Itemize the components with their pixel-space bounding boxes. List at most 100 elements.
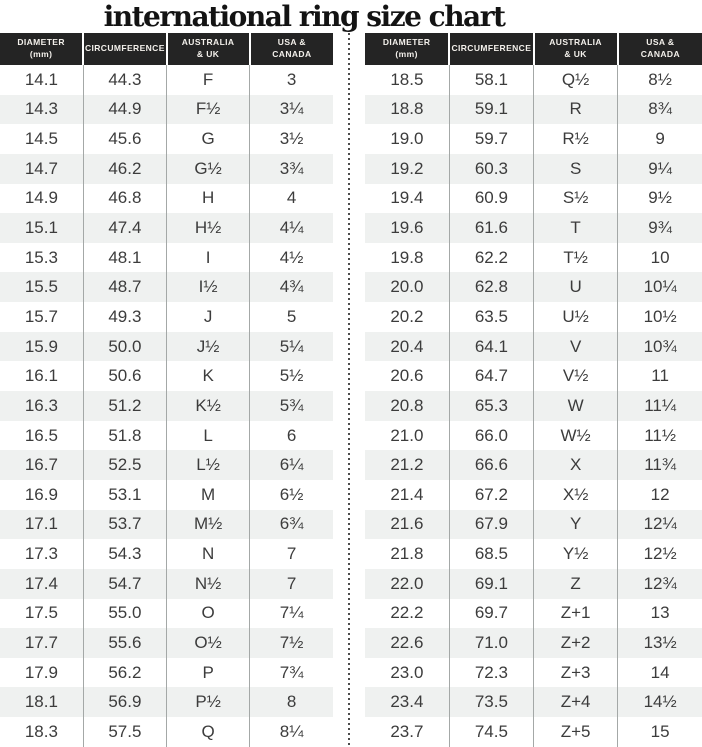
size-cell: 17.9: [24, 662, 58, 682]
table-body-right: 18.5 58.1 Q½ 8½ 18.8 59.1 R 8¾ 19.0 59.7 R½ 9 19.2 60…: [365, 65, 702, 747]
size-cell: 51.8: [82, 420, 167, 451]
size-cell: 69.1: [448, 568, 534, 599]
size-cell: X: [532, 450, 618, 480]
size-cell: 17.3: [24, 544, 58, 564]
size-cell: 3¼: [249, 94, 333, 125]
table-row: 14.9 46.8 H 4: [0, 183, 333, 214]
size-cell: 7: [249, 568, 333, 599]
size-cell: 8¼: [249, 717, 333, 747]
size-cell: K: [165, 361, 250, 392]
size-cell: 72.3: [448, 657, 534, 688]
table-row: 21.2 66.6 X 11¾: [365, 450, 702, 480]
size-cell: 50.0: [82, 331, 167, 362]
size-cell: 54.3: [82, 539, 167, 569]
size-cell: 53.7: [82, 509, 167, 540]
size-cell: M: [165, 479, 250, 510]
size-cell: 66.6: [448, 450, 534, 480]
size-cell: 15.5: [24, 277, 58, 297]
size-cell: 16.3: [24, 395, 58, 415]
size-cell: 58.1: [448, 65, 534, 95]
col-header-australia-uk: AUSTRALIA & UK: [532, 33, 618, 65]
size-cell: 15.9: [24, 336, 58, 356]
size-cell: 21.4: [390, 484, 424, 504]
size-cell: 66.0: [448, 420, 534, 451]
size-cell: 60.3: [448, 153, 534, 184]
table-row: 15.3 48.1 I 4½: [0, 242, 333, 273]
table-row: 17.3 54.3 N 7: [0, 539, 333, 569]
table-row: 17.5 55.0 O 7¼: [0, 598, 333, 629]
size-cell: 6¼: [249, 450, 333, 480]
size-cell: 8½: [617, 65, 702, 95]
size-cell: 46.2: [82, 153, 167, 184]
size-cell: F½: [165, 94, 250, 125]
size-cell: 73.5: [448, 687, 534, 718]
size-cell: 4¼: [249, 213, 333, 243]
size-cell: J: [165, 302, 250, 332]
size-cell: Z: [532, 568, 618, 599]
size-cell: K½: [165, 391, 250, 421]
size-cell: 15.3: [24, 247, 58, 267]
size-cell: 9½: [617, 183, 702, 214]
size-cell: 62.8: [448, 272, 534, 303]
dotted-divider: [333, 33, 365, 747]
table-row: 21.0 66.0 W½ 11½: [365, 420, 702, 451]
size-cell: 53.1: [82, 479, 167, 510]
size-cell: I½: [165, 272, 250, 303]
size-cell: 19.6: [390, 218, 424, 238]
size-cell: T½: [532, 242, 618, 273]
size-cell: 20.6: [390, 366, 424, 386]
size-cell: R: [532, 94, 618, 125]
size-cell: 12½: [617, 539, 702, 569]
table-body-left: 14.1 44.3 F 3 14.3 44.9 F½ 3¼ 14.5 45.6 G 3½ 14.7 46.…: [0, 65, 333, 747]
table-row: 23.4 73.5 Z+4 14½: [365, 687, 702, 718]
size-cell: 7¾: [249, 657, 333, 688]
size-cell: 19.8: [390, 247, 424, 267]
table-row: 16.1 50.6 K 5½: [0, 361, 333, 392]
size-cell: 51.2: [82, 391, 167, 421]
size-cell: 19.2: [390, 158, 424, 178]
size-cell: 45.6: [82, 124, 167, 154]
size-cell: 20.2: [390, 306, 424, 326]
size-cell: 18.1: [24, 692, 58, 712]
size-cell: 3¾: [249, 153, 333, 184]
size-cell: F: [165, 65, 250, 95]
table-row: 17.9 56.2 P 7¾: [0, 657, 333, 688]
table-row: 23.0 72.3 Z+3 14: [365, 657, 702, 688]
size-cell: 5½: [249, 361, 333, 392]
size-cell: 47.4: [82, 213, 167, 243]
table-row: 20.8 65.3 W 11¼: [365, 391, 702, 421]
size-cell: U: [532, 272, 618, 303]
size-cell: 8: [249, 687, 333, 718]
size-cell: 13½: [617, 628, 702, 658]
size-cell: 74.5: [448, 717, 534, 747]
col-header-usa-canada: USA & CANADA: [616, 33, 702, 65]
size-cell: 3½: [249, 124, 333, 154]
table-row: 21.6 67.9 Y 12¼: [365, 509, 702, 540]
size-cell: 11¾: [617, 450, 702, 480]
col-header-diameter: DIAMETER (mm): [365, 33, 450, 65]
table-header: DIAMETER (mm) CIRCUMFERENCE AUSTRALIA & …: [0, 33, 333, 65]
size-cell: W: [532, 391, 618, 421]
size-cell: 14.5: [24, 129, 58, 149]
size-cell: 16.7: [24, 455, 58, 475]
table-row: 20.6 64.7 V½ 11: [365, 361, 702, 392]
size-cell: 18.5: [390, 69, 424, 89]
col-header-circumference: CIRCUMFERENCE: [448, 33, 534, 65]
table-row: 23.7 74.5 Z+5 15: [365, 717, 702, 747]
size-cell: O: [165, 598, 250, 629]
table-row: 18.8 59.1 R 8¾: [365, 94, 702, 125]
ring-size-table-left: DIAMETER (mm) CIRCUMFERENCE AUSTRALIA & …: [0, 33, 333, 747]
size-cell: 3: [249, 65, 333, 95]
size-cell: 64.7: [448, 361, 534, 392]
table-row: 22.0 69.1 Z 12¾: [365, 568, 702, 599]
table-row: 17.1 53.7 M½ 6¾: [0, 509, 333, 540]
col-header-australia-uk: AUSTRALIA & UK: [165, 33, 250, 65]
size-cell: 20.8: [390, 395, 424, 415]
size-cell: 12: [617, 479, 702, 510]
size-cell: V: [532, 331, 618, 362]
size-cell: 23.7: [390, 722, 424, 742]
size-cell: 9: [617, 124, 702, 154]
size-cell: 56.2: [82, 657, 167, 688]
size-cell: 50.6: [82, 361, 167, 392]
page-title: international ring size chart: [103, 0, 506, 33]
